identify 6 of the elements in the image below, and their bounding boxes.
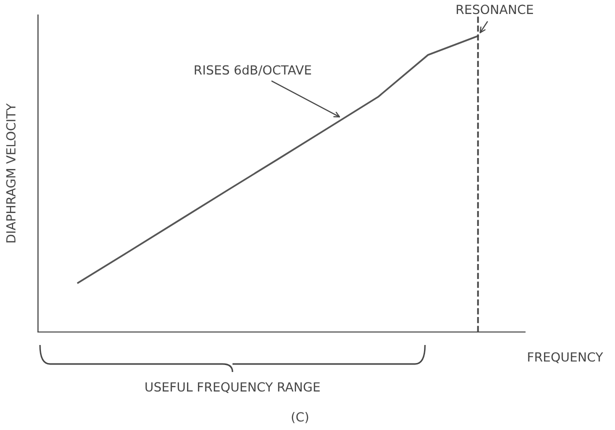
text: (C) (292, 412, 308, 424)
text: RESONANCE (456, 4, 533, 14)
x-axis-title: FREQUENCY (528, 352, 604, 364)
annotation: RISES 6dB/OCTAVE (194, 64, 312, 76)
y-axis-title: DIAPHRAGM VELOCITY (6, 103, 16, 242)
text: USEFUL FREQUENCY RANGE (146, 382, 320, 394)
